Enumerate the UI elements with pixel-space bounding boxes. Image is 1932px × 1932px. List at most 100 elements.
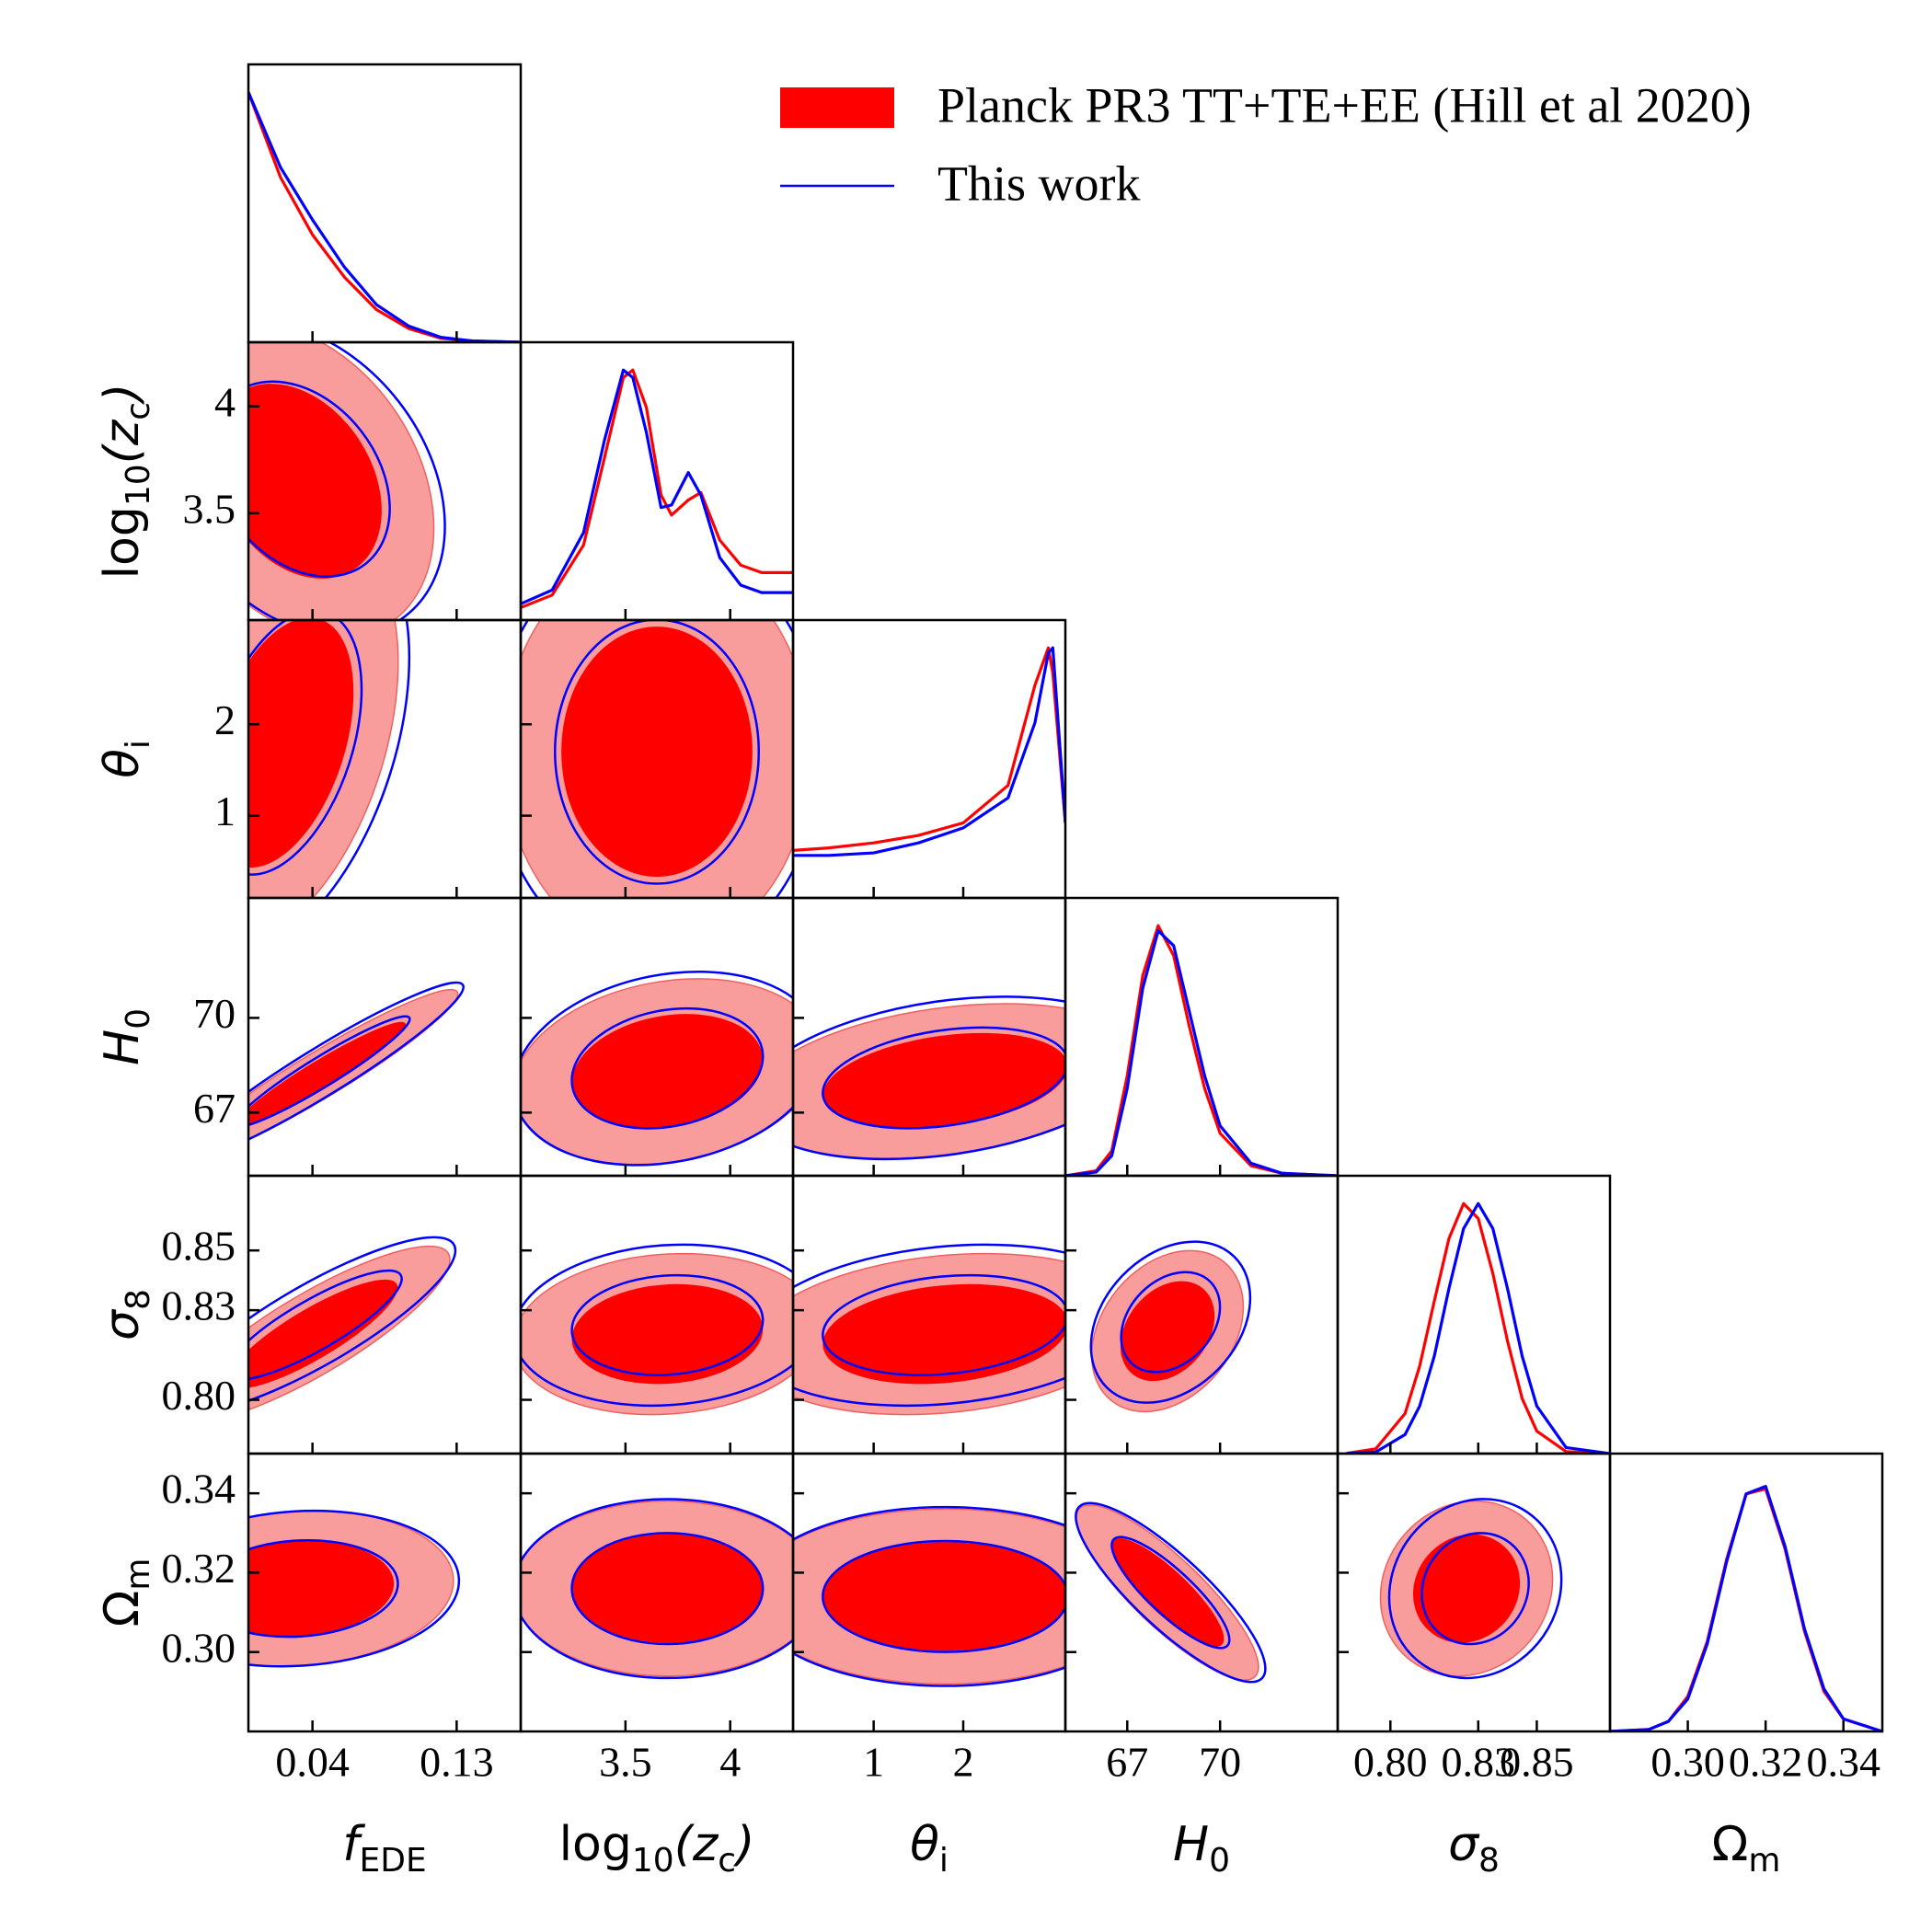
contour [822, 1032, 1065, 1130]
axis-label: θi [910, 1817, 949, 1880]
axis-label-part: (z [95, 419, 150, 464]
panel-clip [1089, 1240, 1252, 1413]
panel-clip [1379, 1498, 1563, 1680]
marginal-curve [793, 646, 1065, 857]
axis-label-sub: 0 [1209, 1842, 1230, 1880]
axis-label: σ8 [1448, 1817, 1500, 1880]
panel-clip [521, 368, 793, 609]
x-tick-label: 0.04 [275, 1739, 350, 1786]
x-tick-label: 0.83 [1442, 1739, 1516, 1786]
axis-label-part: H [1173, 1817, 1209, 1872]
x-tick-label: 1 [863, 1739, 884, 1786]
contour [248, 620, 354, 868]
y-tick-label: 0.80 [162, 1372, 236, 1419]
contour [554, 620, 760, 885]
axis-label: σ8 [95, 1289, 157, 1340]
panel-frame [1064, 896, 1340, 1178]
panel-clip [793, 1243, 1065, 1416]
y-tick-label: 3.5 [183, 485, 236, 532]
panel-clip [1610, 1485, 1882, 1731]
axis-label: Ωm [1712, 1817, 1781, 1880]
x-tick-label: 67 [1106, 1739, 1148, 1786]
marginal-curve [248, 91, 521, 342]
y-tick-label: 0.85 [162, 1223, 236, 1270]
contour [248, 380, 391, 578]
contour [1412, 1534, 1521, 1643]
contour [248, 1279, 398, 1389]
x-tick-label: 4 [719, 1739, 741, 1786]
panel-frame [1608, 1452, 1884, 1733]
contour [793, 1243, 1065, 1408]
panel-clip [793, 1505, 1065, 1687]
contour [1075, 1501, 1267, 1684]
contour [1120, 1281, 1215, 1382]
contour [248, 342, 446, 620]
axis-label-part: log [559, 1817, 632, 1872]
contour [248, 1015, 411, 1128]
panel-frame [247, 63, 523, 344]
contour [248, 1540, 395, 1638]
axis-label-sub: 10 [120, 464, 157, 506]
contour [521, 1498, 793, 1680]
contour [248, 1538, 399, 1639]
axis-label-sub: c [718, 1842, 736, 1880]
x-tick-label: 0.80 [1353, 1739, 1428, 1786]
axis-label-sub: 8 [1478, 1842, 1500, 1880]
contour [248, 620, 363, 876]
y-tick-label: 2 [214, 696, 236, 743]
panel-clip [1075, 1501, 1267, 1684]
contour [571, 1014, 764, 1130]
marginal-curve [1346, 1202, 1610, 1454]
x-tick-label: 0.85 [1500, 1739, 1574, 1786]
marginal-curve [1065, 929, 1338, 1176]
axis-label-sub: m [1748, 1842, 1780, 1880]
axis-label-part: (z [674, 1817, 719, 1872]
contour [248, 620, 411, 898]
marginal-curve [1346, 1202, 1610, 1454]
y-tick-label: 0.83 [162, 1282, 236, 1329]
legend-label: This work [937, 155, 1140, 211]
axis-label-part: θ [95, 749, 150, 778]
y-tick-label: 0.32 [162, 1545, 236, 1592]
axis-label: H0 [1173, 1817, 1230, 1880]
panel-clip [248, 981, 465, 1162]
x-tick-label: 0.13 [420, 1739, 494, 1786]
contour [561, 627, 753, 877]
y-tick-label: 4 [214, 378, 236, 425]
axis-label-sub: m [120, 1558, 157, 1591]
marginal-curve [793, 646, 1065, 852]
axis-label-sub: 10 [632, 1842, 674, 1880]
panel-clip [521, 620, 793, 898]
axis-label-part: ) [732, 1817, 754, 1872]
legend-label: Planck PR3 TT+TE+EE (Hill et al 2020) [937, 77, 1752, 132]
contour [570, 1532, 765, 1646]
marginal-curve [248, 91, 521, 342]
contour [248, 384, 382, 579]
axis-label: log10(zc) [559, 1817, 755, 1880]
contour [1110, 1537, 1225, 1648]
panel-clip [793, 995, 1065, 1161]
panel-clip [248, 91, 521, 342]
y-tick-label: 0.30 [162, 1624, 236, 1671]
panel-clip [521, 1243, 793, 1416]
axis-label: Ωm [95, 1558, 157, 1627]
panel-clip [521, 970, 793, 1167]
panel-clip [521, 1498, 793, 1680]
axis-label-part: H [95, 1029, 150, 1065]
contour [822, 1026, 1065, 1130]
contour [822, 1542, 1065, 1651]
panel-clip [1065, 924, 1338, 1176]
contour [571, 1534, 764, 1643]
contour [1120, 1271, 1222, 1374]
x-tick-label: 2 [953, 1739, 974, 1786]
contour [570, 1006, 765, 1130]
panel-clip [248, 1509, 461, 1668]
contour [248, 1509, 461, 1668]
marginal-curve [521, 368, 793, 609]
x-tick-label: 70 [1199, 1739, 1241, 1786]
contour [248, 981, 465, 1162]
contour [571, 1283, 764, 1385]
axis-label-sub: i [939, 1842, 949, 1880]
contour [521, 1243, 793, 1408]
contour [248, 1236, 457, 1415]
